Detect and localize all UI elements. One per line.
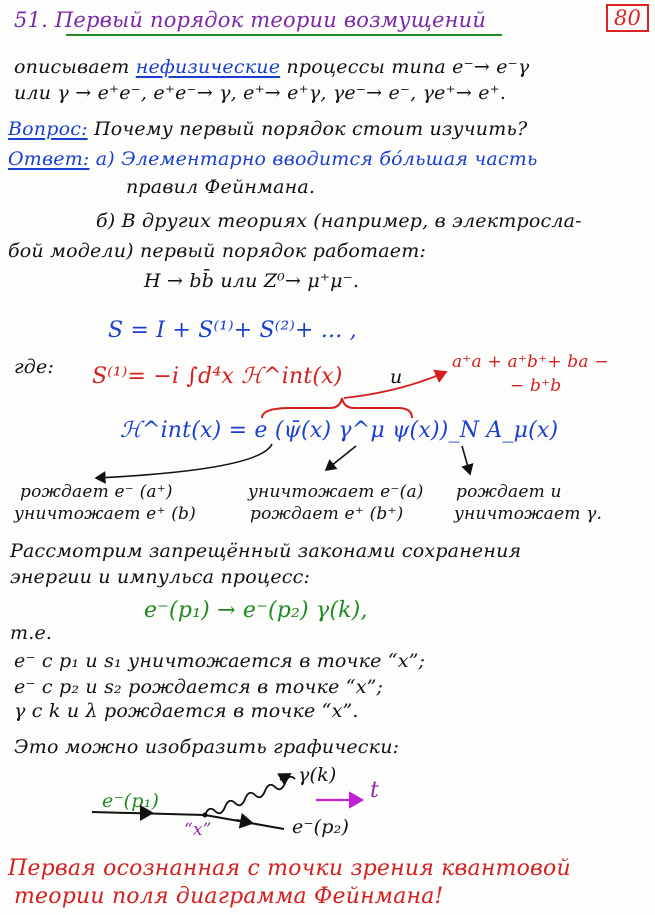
- operators-line-1: a⁺a + a⁺b⁺+ ba −: [452, 352, 609, 372]
- footer-line-2: теории поля диаграмма Фейнмана!: [14, 884, 444, 909]
- vertex-label: “x”: [184, 820, 212, 840]
- role-a-line-2: уничтожает γ.: [454, 504, 603, 524]
- question-label: Вопрос:: [8, 118, 88, 140]
- answer-b-line-2: бой модели) первый порядок работает:: [8, 240, 427, 262]
- arrow-a: [461, 445, 474, 476]
- vertex-point: [202, 812, 208, 818]
- question: Вопрос: Почему первый порядок стоит изуч…: [8, 118, 527, 140]
- brace: [261, 397, 413, 419]
- arrow-psi-bar: [94, 443, 273, 484]
- process-intro-line-2: энергии и импульса процесс:: [10, 566, 311, 588]
- intro-highlight: нефизические: [135, 56, 281, 78]
- process-item-2: e⁻ с p₂ и s₂ рождается в точке “x”;: [14, 676, 384, 698]
- photon-arrow: [277, 773, 292, 786]
- operators-line-2: − b⁺b: [510, 376, 562, 396]
- answer-b-line-3: H → bb̄ или Z⁰→ μ⁺μ⁻.: [144, 270, 360, 292]
- page-title: 51. Первый порядок теории возмущений: [14, 8, 487, 32]
- process-intro-line-1: Рассмотрим запрещённый законами сохранен…: [10, 540, 522, 562]
- answer-a: Ответ: а) Элементарно вводится бо́льшая …: [8, 148, 538, 170]
- role-a-line-1: рождает и: [456, 482, 562, 502]
- process-item-3: γ с k и λ рождается в точке “x”.: [14, 700, 359, 722]
- answer-b-line-1: б) В других теориях (например, в электро…: [96, 210, 582, 232]
- page-number: 80: [606, 4, 650, 32]
- intro-line-1: описывает нефизические процессы типа e⁻→…: [14, 56, 529, 78]
- feynman-diagram: [91, 773, 365, 830]
- title-underline: [66, 34, 502, 36]
- arrow-psi: [324, 445, 357, 471]
- role-psi-line-2: рождает e⁺ (b⁺): [250, 504, 404, 524]
- photon-line: [204, 775, 296, 816]
- answer-a-line-1: а) Элементарно вводится бо́льшая часть: [95, 148, 538, 170]
- role-psi-line-1: уничтожает e⁻(a): [248, 482, 424, 502]
- question-text: Почему первый порядок стоит изучить?: [93, 118, 528, 140]
- outgoing-arrow: [235, 812, 254, 829]
- ie-label: т.е.: [10, 622, 53, 644]
- graph-intro: Это можно изобразить графически:: [14, 736, 400, 758]
- process-item-1: e⁻ с p₁ и s₁ уничтожается в точке “x”;: [14, 650, 426, 672]
- process-equation: e⁻(p₁) → e⁻(p₂) γ(k),: [144, 598, 368, 623]
- outgoing-electron-label: e⁻(p₂): [292, 816, 350, 838]
- answer-a-line-2: правил Фейнмана.: [126, 176, 316, 198]
- and-word: и: [390, 366, 403, 388]
- role-psi-bar-line-2: уничтожает e⁺ (b): [14, 504, 196, 524]
- interaction-hamiltonian: ℋ^int(x) = e (ψ̄(x) γ^μ ψ(x))_N A_μ(x): [120, 418, 559, 443]
- s-series-formula: S = I + S⁽¹⁾+ S⁽²⁾+ ... ,: [108, 318, 357, 343]
- red-arrow: [343, 369, 448, 399]
- s1-formula: S⁽¹⁾= −i ∫d⁴x ℋ^int(x): [92, 364, 343, 389]
- time-label: t: [370, 778, 380, 803]
- intro-suffix: процессы типа e⁻→ e⁻γ: [286, 56, 530, 78]
- footer-line-1: Первая осознанная с точки зрения квантов…: [8, 856, 571, 881]
- photon-label: γ(k): [298, 764, 337, 786]
- where-label: где:: [14, 356, 55, 378]
- intro-prefix: описывает: [14, 56, 130, 78]
- role-psi-bar-line-1: рождает e⁻ (a⁺): [20, 482, 173, 502]
- answer-label: Ответ:: [8, 148, 90, 170]
- intro-line-2: или γ → e⁺e⁻, e⁺e⁻→ γ, e⁺→ e⁺γ, γe⁻→ e⁻,…: [14, 82, 507, 104]
